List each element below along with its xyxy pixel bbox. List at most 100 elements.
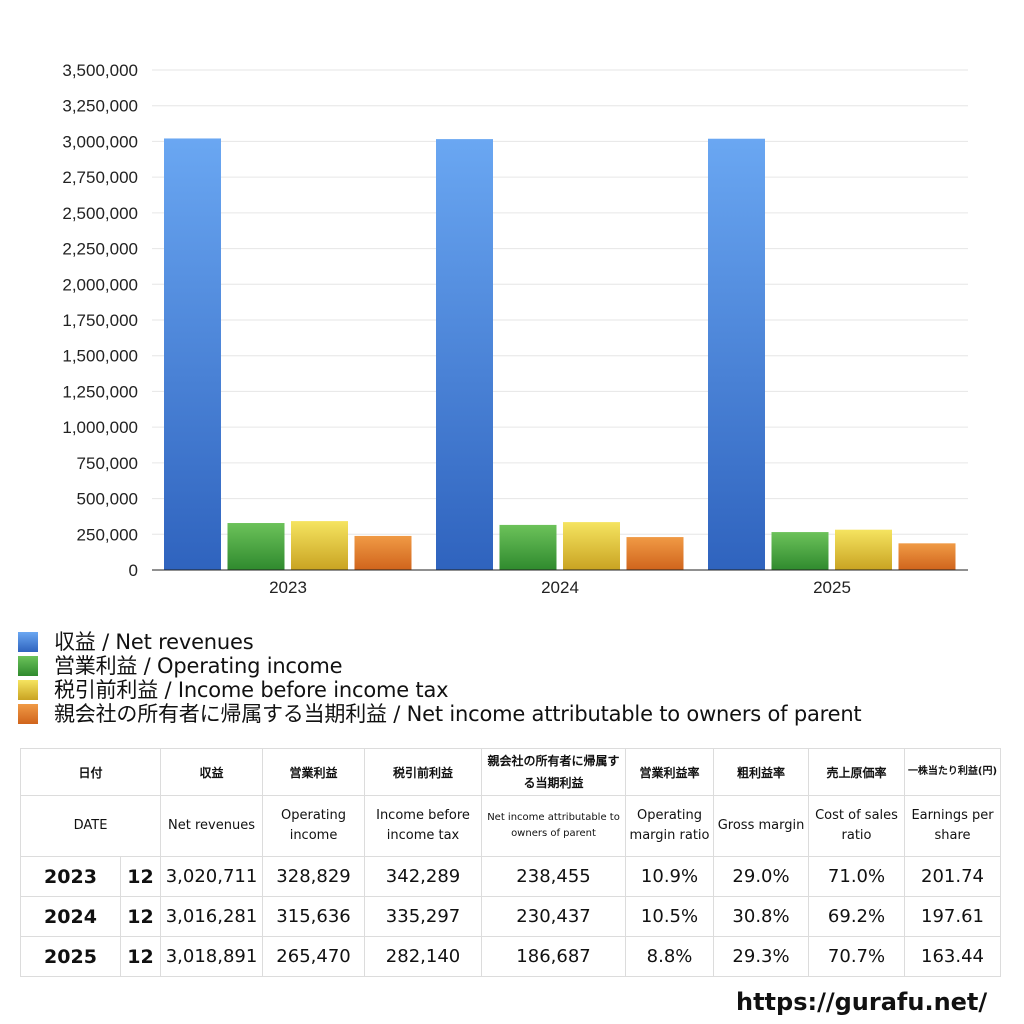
cell-cost-ratio: 69.2% [808, 896, 906, 937]
cell-net-income: 186,687 [481, 936, 627, 977]
site-url[interactable]: https://gurafu.net/ [736, 988, 988, 1016]
bar-income-before-tax-2024 [563, 522, 620, 570]
cell-net-income: 238,455 [481, 856, 627, 897]
y-axis-ticks: 0 250,000 500,000 750,000 1,000,000 1,250,000… [62, 61, 138, 580]
cell-income-before-tax: 335,297 [364, 896, 483, 937]
bar-net-income-2025 [898, 543, 956, 570]
cell-operating-income: 328,829 [262, 856, 366, 897]
row-month: 12 [119, 936, 162, 977]
cell-revenues: 3,016,281 [160, 896, 264, 937]
header-operating-margin-en: Operating margin ratio [625, 795, 715, 857]
legend-label: 税引前利益 / Income before income tax [54, 678, 449, 702]
table-row: 2024 12 3,016,281 315,636 335,297 230,43… [20, 896, 1002, 937]
financial-data-table: 日付 収益 営業利益 税引前利益 親会社の所有者に帰属する当期利益 営業利益率 … [19, 748, 1002, 977]
legend-swatch-operating-income [18, 656, 38, 676]
gridlines [152, 69, 968, 535]
cell-revenues: 3,020,711 [160, 856, 264, 897]
cell-net-income: 230,437 [481, 896, 627, 937]
legend-label: 親会社の所有者に帰属する当期利益 / Net income attributab… [54, 702, 862, 726]
cell-operating-income: 315,636 [262, 896, 366, 937]
row-year: 2025 [20, 936, 121, 977]
y-tick-label: 3,250,000 [62, 97, 138, 116]
y-tick-label: 1,500,000 [62, 347, 138, 366]
legend-item-income-before-tax: 税引前利益 / Income before income tax [18, 678, 1018, 702]
legend-label: 収益 / Net revenues [54, 630, 254, 654]
bar-net-revenues-2025 [708, 138, 765, 570]
cell-cost-ratio: 71.0% [808, 856, 906, 897]
header-date-en: DATE [19, 795, 162, 857]
header-cost-ratio-en: Cost of sales ratio [808, 795, 906, 857]
header-gross-margin-en: Gross margin [713, 795, 810, 857]
header-income-before-tax-en: Income before income tax [364, 795, 483, 857]
cell-eps: 197.61 [904, 896, 1002, 937]
cell-eps: 163.44 [904, 936, 1002, 977]
y-tick-label: 2,250,000 [62, 240, 138, 259]
cell-operating-margin: 10.9% [625, 856, 715, 897]
header-revenues-ja: 収益 [160, 748, 264, 796]
x-tick-label: 2023 [269, 578, 307, 597]
table-row: 2025 12 3,018,891 265,470 282,140 186,68… [20, 936, 1002, 977]
legend-item-operating-income: 営業利益 / Operating income [18, 654, 1018, 678]
y-tick-label: 1,250,000 [62, 382, 138, 401]
cell-revenues: 3,018,891 [160, 936, 264, 977]
legend-swatch-income-before-tax [18, 680, 38, 700]
cell-income-before-tax: 282,140 [364, 936, 483, 977]
bar-net-income-2024 [626, 537, 684, 570]
bar-net-income-2023 [354, 535, 412, 570]
header-operating-margin-ja: 営業利益率 [625, 748, 715, 796]
cell-operating-margin: 10.5% [625, 896, 715, 937]
bar-income-before-tax-2025 [835, 529, 892, 570]
bar-operating-income-2023 [227, 523, 285, 570]
x-tick-label: 2024 [541, 578, 579, 597]
y-tick-label: 500,000 [77, 490, 138, 509]
legend-item-net-revenues: 収益 / Net revenues [18, 630, 1018, 654]
header-income-before-tax-ja: 税引前利益 [364, 748, 483, 796]
row-year: 2023 [20, 856, 121, 897]
cell-eps: 201.74 [904, 856, 1002, 897]
legend: 収益 / Net revenues 営業利益 / Operating incom… [18, 630, 1018, 726]
bar-operating-income-2025 [771, 532, 829, 570]
bar-net-revenues-2024 [436, 139, 493, 570]
cell-gross-margin: 30.8% [713, 896, 810, 937]
legend-swatch-net-income [18, 704, 38, 724]
header-gross-margin-ja: 粗利益率 [713, 748, 810, 796]
header-cost-ratio-ja: 売上原価率 [808, 748, 906, 796]
bar-operating-income-2024 [499, 524, 557, 570]
y-tick-label: 2,000,000 [62, 275, 138, 294]
bar-net-revenues-2023 [164, 138, 221, 571]
header-operating-income-ja: 営業利益 [262, 748, 366, 796]
table-row: 2023 12 3,020,711 328,829 342,289 238,45… [20, 856, 1002, 897]
row-month: 12 [119, 896, 162, 937]
row-year: 2024 [20, 896, 121, 937]
y-tick-label: 2,500,000 [62, 204, 138, 223]
bar-chart: 0 250,000 500,000 750,000 1,000,000 1,250,000… [62, 61, 968, 597]
header-eps-en: Earnings per share [904, 795, 1002, 857]
header-eps-ja: 一株当たり利益(円) [904, 748, 1002, 796]
row-month: 12 [119, 856, 162, 897]
cell-income-before-tax: 342,289 [364, 856, 483, 897]
y-tick-label: 1,750,000 [62, 311, 138, 330]
table-header-ja: 日付 収益 営業利益 税引前利益 親会社の所有者に帰属する当期利益 営業利益率 … [19, 748, 1002, 796]
y-tick-label: 0 [129, 561, 138, 580]
legend-item-net-income: 親会社の所有者に帰属する当期利益 / Net income attributab… [18, 702, 1018, 726]
x-axis-ticks: 2023 2024 2025 [269, 578, 851, 597]
bars [164, 138, 956, 571]
y-tick-label: 3,500,000 [62, 61, 138, 80]
header-revenues-en: Net revenues [160, 795, 264, 857]
y-tick-label: 250,000 [77, 525, 138, 544]
y-tick-label: 1,000,000 [62, 418, 138, 437]
y-tick-label: 2,750,000 [62, 168, 138, 187]
legend-label: 営業利益 / Operating income [54, 654, 343, 678]
bar-income-before-tax-2023 [291, 521, 348, 570]
header-date-ja: 日付 [19, 748, 162, 796]
cell-operating-income: 265,470 [262, 936, 366, 977]
y-tick-label: 750,000 [77, 454, 138, 473]
header-net-income-en: Net income attributable to owners of par… [481, 795, 627, 857]
header-net-income-ja: 親会社の所有者に帰属する当期利益 [481, 748, 627, 796]
header-operating-income-en: Operating income [262, 795, 366, 857]
x-tick-label: 2025 [813, 578, 851, 597]
cell-operating-margin: 8.8% [625, 936, 715, 977]
table-header-en: DATE Net revenues Operating income Incom… [19, 795, 1002, 857]
legend-swatch-net-revenues [18, 632, 38, 652]
cell-gross-margin: 29.3% [713, 936, 810, 977]
